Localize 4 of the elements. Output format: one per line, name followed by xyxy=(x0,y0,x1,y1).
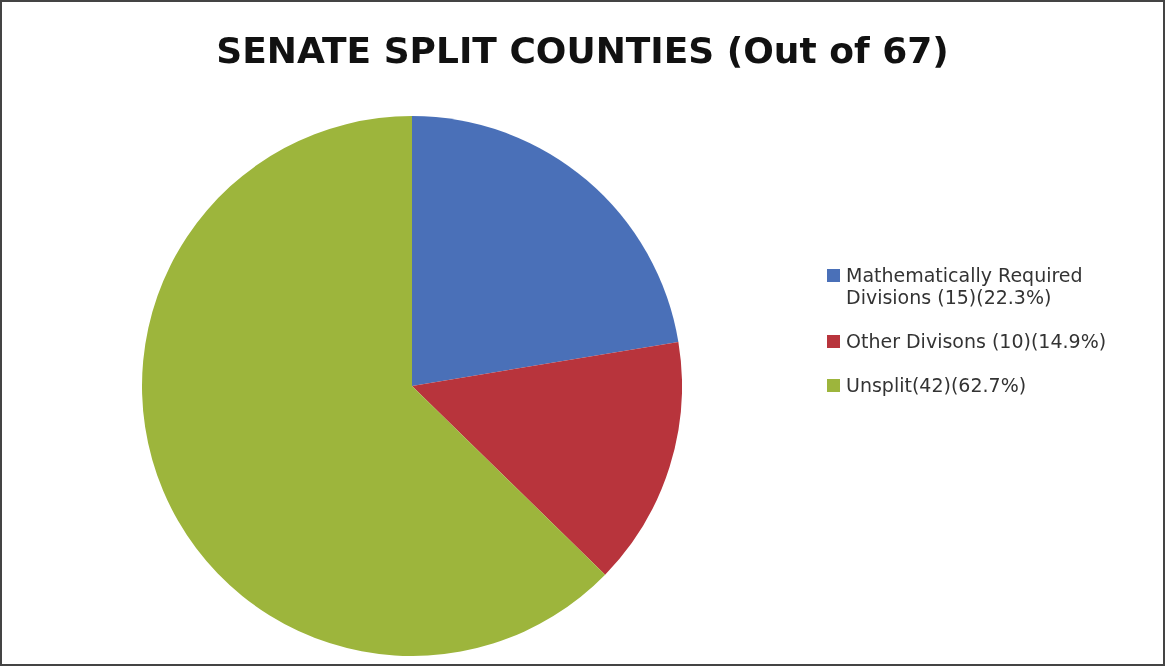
legend-label: Other Divisons (10)(14.9%) xyxy=(846,330,1107,352)
legend-label: Unsplit(42)(62.7%) xyxy=(846,374,1027,396)
legend-label: Mathematically Required Divisions (15)(22.3%) xyxy=(846,264,1084,308)
chart-title: SENATE SPLIT COUNTIES (Out of 67) xyxy=(215,30,950,71)
